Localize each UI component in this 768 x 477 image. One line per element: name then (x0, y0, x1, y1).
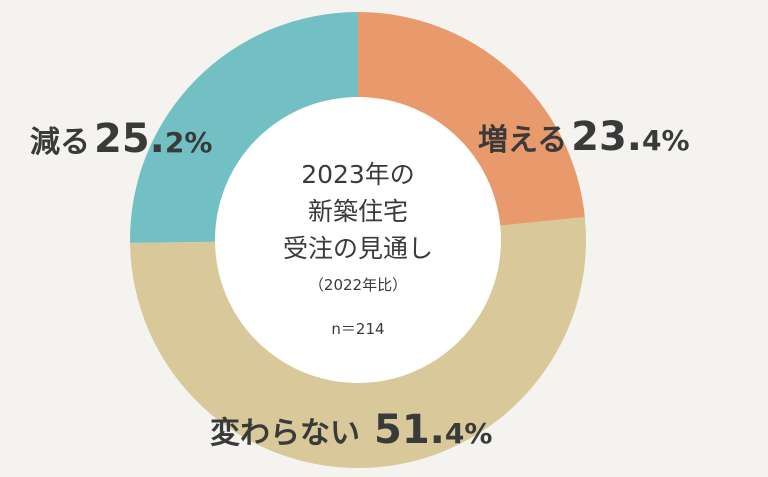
slice-name-unchanged: 変わらない (210, 416, 360, 451)
center-title-line-3: 受注の見通し (283, 234, 433, 263)
center-subtitle: （2022年比） (309, 276, 407, 294)
center-title-line-1: 2023年の (301, 160, 415, 189)
center-title: 2023年の 新築住宅 受注の見通し (283, 160, 433, 263)
slice-value-decrease-dec: 2% (165, 126, 213, 159)
slice-label-increase: 増える 23.4% (478, 114, 690, 160)
sample-size: n＝214 (331, 320, 384, 338)
slice-value-decrease-int: 25. (94, 116, 165, 162)
slice-value-increase-int: 23. (571, 114, 642, 160)
donut-hole (215, 97, 501, 383)
slice-name-decrease: 減る (30, 125, 90, 160)
slice-label-unchanged: 変わらない 51.4% (210, 407, 492, 453)
slice-label-decrease: 減る 25.2% (30, 116, 212, 162)
slice-value-increase-dec: 4% (642, 124, 690, 157)
slice-value-unchanged-int: 51. (374, 407, 445, 453)
slice-value-unchanged-dec: 4% (445, 417, 493, 450)
slice-name-increase: 増える (478, 123, 567, 158)
center-title-line-2: 新築住宅 (308, 197, 408, 226)
